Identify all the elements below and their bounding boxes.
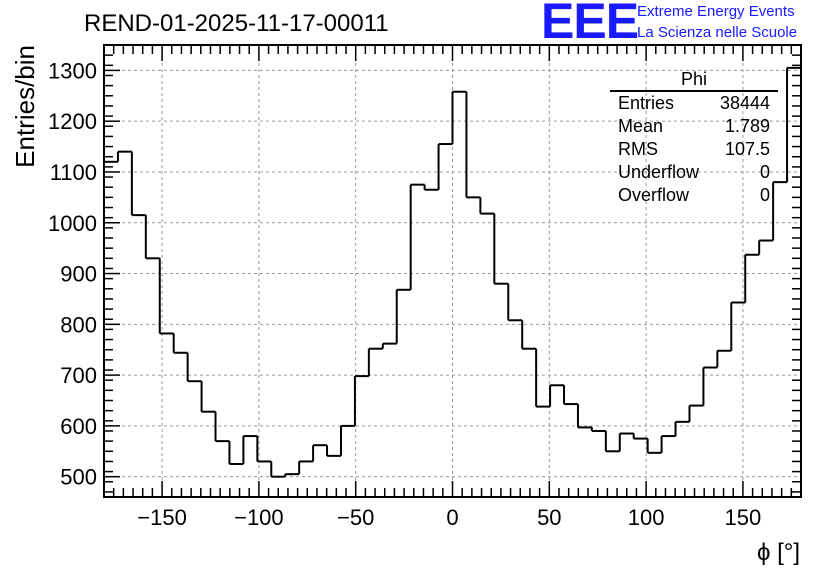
x-tick-label: −100 <box>234 505 284 530</box>
y-tick-label: 1200 <box>48 109 97 134</box>
y-tick-label: 700 <box>60 363 97 388</box>
y-tick-label: 1100 <box>50 160 97 185</box>
logo-subtitle-1: Extreme Energy Events <box>637 3 795 20</box>
logo-subtitle-2: La Scienza nelle Scuole <box>637 24 798 41</box>
stats-row-underflow: Underflow 0 <box>612 161 778 184</box>
x-axis-label: ϕ [°] <box>757 539 800 566</box>
stats-title: Phi <box>610 68 778 92</box>
stats-label: Underflow <box>618 162 700 182</box>
axes <box>103 44 802 498</box>
stats-row-entries: Entries 38444 <box>612 92 778 115</box>
stats-row-overflow: Overflow 0 <box>612 184 778 207</box>
histogram-bars <box>104 66 801 478</box>
stats-value: 38444 <box>719 93 770 113</box>
x-tick-label: −50 <box>337 505 374 530</box>
x-tick-label: −150 <box>137 505 187 530</box>
chart-title: REND-01-2025-11-17-00011 <box>84 10 389 37</box>
stats-box: Phi Entries 38444 Mean 1.789 RMS 107.5 U… <box>610 68 778 207</box>
stats-label: Entries <box>618 93 675 113</box>
y-tick-label: 1300 <box>48 58 97 83</box>
tick-labels: −150 −100 −50 0 50 100 150 500 600 700 800 900 1000 1… <box>10 45 800 566</box>
stats-label: Overflow <box>618 185 690 205</box>
x-tick-label: 150 <box>725 505 762 530</box>
stats-value: 0 <box>759 162 770 182</box>
stats-row-mean: Mean 1.789 <box>612 115 778 138</box>
x-tick-label: 0 <box>446 505 458 530</box>
y-tick-label: 1000 <box>48 211 97 236</box>
x-tick-label: 50 <box>537 505 561 530</box>
stats-value: 1.789 <box>724 116 770 136</box>
y-tick-label: 800 <box>60 312 97 337</box>
eee-logo: EEE <box>541 0 639 49</box>
stats-label: RMS <box>618 139 658 159</box>
y-tick-label: 600 <box>60 414 97 439</box>
x-tick-label: 100 <box>628 505 665 530</box>
stats-row-rms: RMS 107.5 <box>612 138 778 161</box>
stats-value: 0 <box>759 185 770 205</box>
y-tick-label: 500 <box>60 465 97 490</box>
y-tick-label: 900 <box>60 262 97 287</box>
y-axis-label: Entries/bin <box>10 45 40 168</box>
stats-value: 107.5 <box>724 139 770 159</box>
stats-label: Mean <box>618 116 664 136</box>
